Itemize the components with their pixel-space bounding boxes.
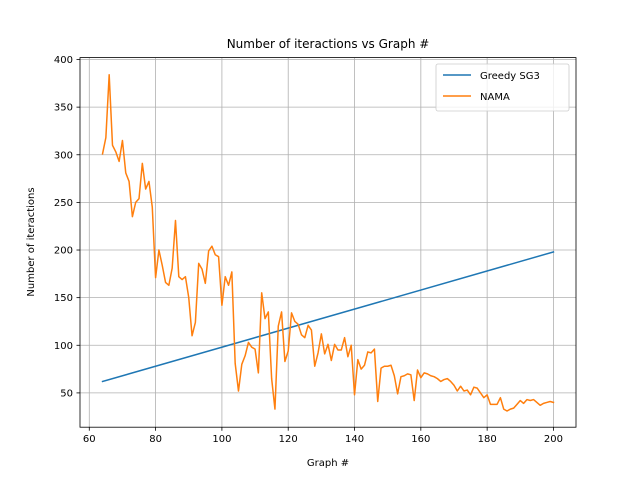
- y-tick-label: 200: [54, 246, 73, 257]
- x-tick-label: 140: [345, 434, 364, 445]
- y-tick-label: 300: [54, 150, 73, 161]
- chart-title: Number of iteractions vs Graph #: [227, 37, 430, 51]
- legend-label-greedy-sg3: Greedy SG3: [480, 71, 540, 82]
- x-axis: 60 80 100 120 140 160 180 200: [83, 427, 563, 445]
- x-tick-label: 200: [544, 434, 563, 445]
- plot-frame: [79, 57, 577, 428]
- legend: Greedy SG3 NAMA: [435, 63, 570, 112]
- x-tick-label: 60: [83, 434, 96, 445]
- series-layer: [101, 74, 555, 412]
- y-tick-label: 150: [54, 293, 73, 304]
- y-tick-label: 350: [54, 103, 73, 114]
- y-tick-label: 400: [54, 55, 73, 66]
- x-tick-label: 100: [212, 434, 231, 445]
- x-axis-label: Graph #: [307, 458, 349, 469]
- x-tick-label: 120: [279, 434, 298, 445]
- plot-area: [80, 57, 576, 428]
- y-axis: 50 100 150 200 250 300 350 400: [54, 55, 80, 399]
- x-tick-label: 180: [478, 434, 497, 445]
- x-tick-label: 160: [411, 434, 430, 445]
- y-axis-label: Number of iteractions: [26, 187, 37, 296]
- y-tick-label: 100: [54, 341, 73, 352]
- series-line-greedy-sg3: [101, 251, 555, 383]
- y-tick-label: 250: [54, 198, 73, 209]
- legend-label-nama: NAMA: [480, 92, 510, 103]
- grid-lines: [80, 57, 576, 428]
- x-tick-label: 80: [149, 434, 162, 445]
- series-line-nama: [101, 74, 555, 412]
- y-tick-label: 50: [60, 388, 73, 399]
